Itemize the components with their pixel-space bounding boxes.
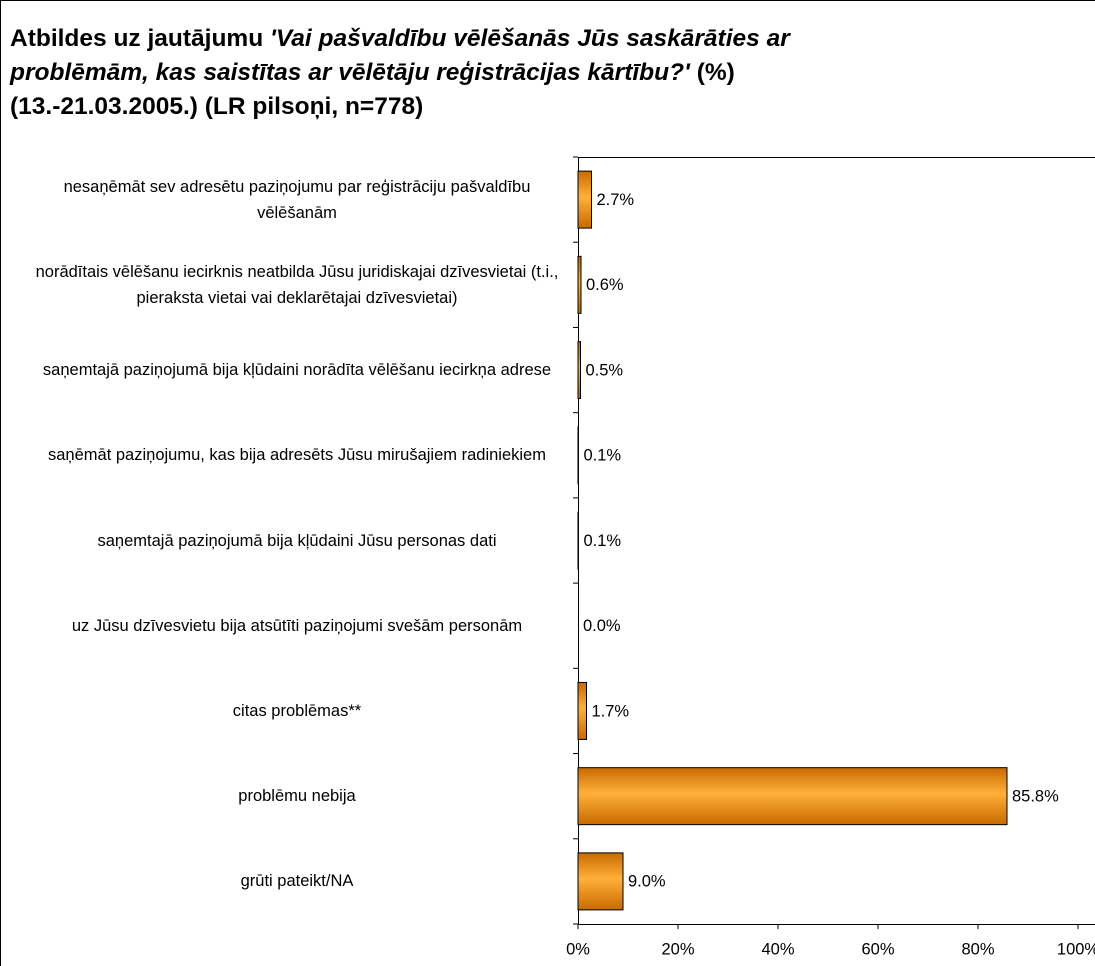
x-tick-label: 0%	[566, 940, 590, 958]
x-tick-label: 100%	[1057, 940, 1095, 958]
value-label: 0.6%	[586, 276, 624, 294]
x-tick-label: 20%	[661, 940, 694, 958]
bar	[577, 255, 582, 314]
x-tick-label: 80%	[961, 940, 994, 958]
x-tick-label: 60%	[861, 940, 894, 958]
category-label: uz Jūsu dzīvesvietu bija atsūtīti paziņo…	[71, 616, 523, 635]
bar	[577, 681, 587, 740]
value-label: 85.8%	[1012, 788, 1059, 806]
category-label: norādītais vēlēšanu iecirknis neatbilda …	[35, 262, 559, 307]
bar	[577, 852, 624, 911]
category-label: nesaņēmāt sev adresētu paziņojumu par re…	[63, 177, 531, 222]
category-label: citas problēmas**	[232, 701, 362, 720]
value-label: 0.1%	[584, 532, 622, 550]
bar	[577, 341, 581, 400]
title-part: (%) (13.-21.03.2005.) (LR pilsoņi, n=778…	[10, 59, 735, 120]
bar	[577, 170, 592, 229]
value-label: 1.7%	[592, 702, 630, 720]
bar	[577, 426, 579, 485]
value-label: 0.5%	[586, 361, 624, 379]
x-tick-label: 40%	[761, 940, 794, 958]
value-label: 0.1%	[584, 447, 622, 465]
chart-title: Atbildes uz jautājumu 'Vai pašvaldību vē…	[10, 22, 830, 124]
category-label: problēmu nebija	[238, 787, 356, 806]
category-label: grūti pateikt/NA	[240, 872, 354, 891]
category-label: saņēmāt paziņojumu, kas bija adresēts Jū…	[48, 446, 546, 465]
title-part: Atbildes uz jautājumu	[10, 25, 270, 52]
value-label: 2.7%	[597, 191, 635, 209]
category-label: saņemtajā paziņojumā bija kļūdaini Jūsu …	[97, 531, 497, 550]
bar	[577, 767, 1008, 826]
category-label: saņemtajā paziņojumā bija kļūdaini norād…	[42, 361, 552, 380]
title-question: 'Vai pašvaldību vēlēšanās Jūs saskārātie…	[10, 25, 790, 86]
bar	[577, 511, 579, 570]
value-label: 0.0%	[583, 617, 621, 635]
value-label: 9.0%	[628, 873, 666, 891]
